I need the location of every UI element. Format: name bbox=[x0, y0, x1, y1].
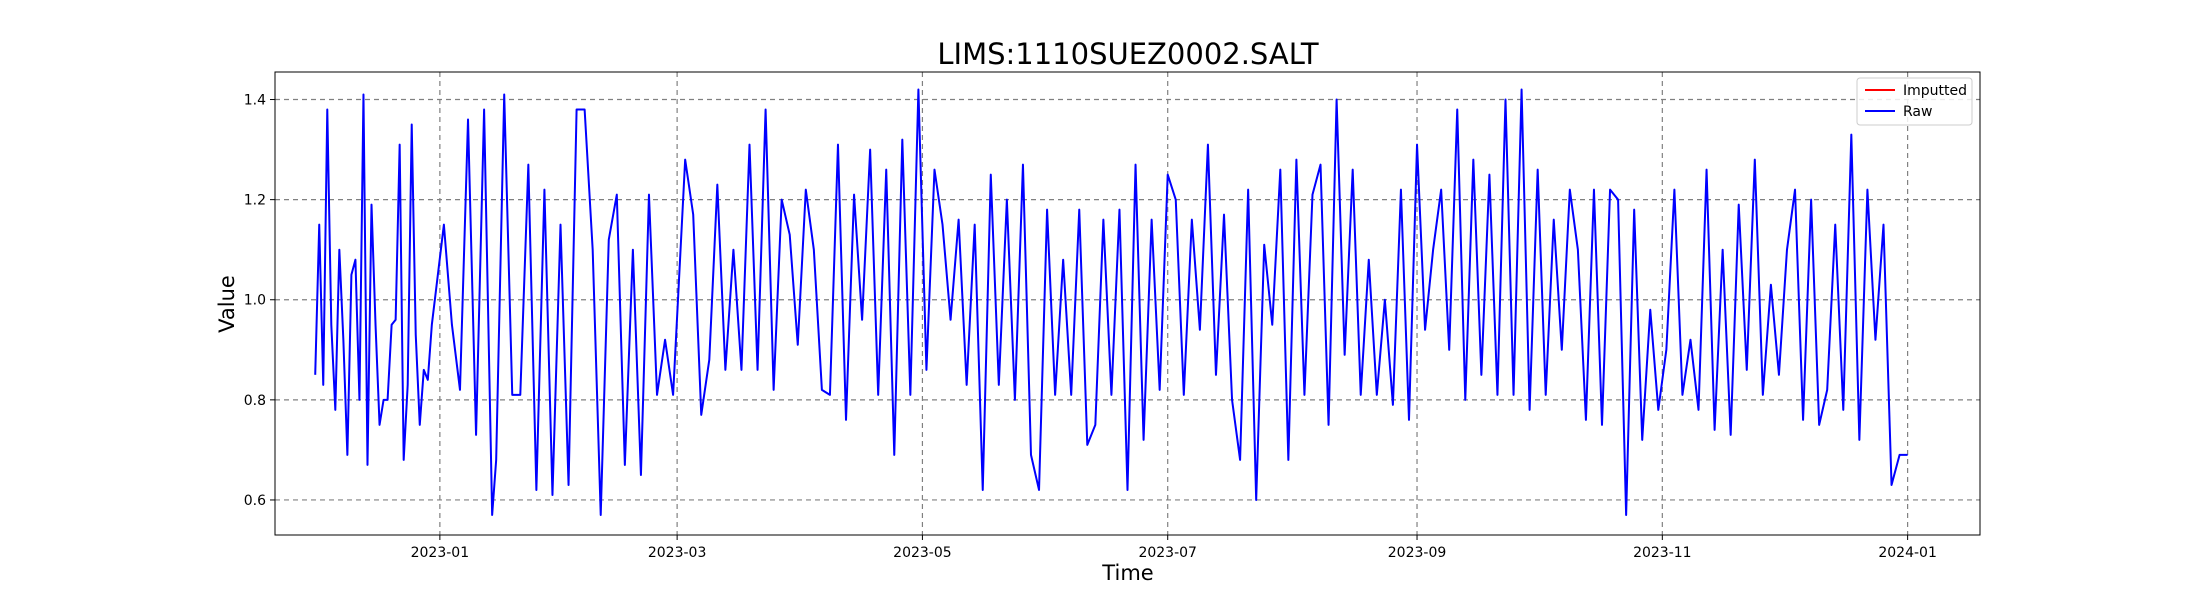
x-axis: 2023-01 2023-03 2023-05 2023-07 2023-09 2023-… bbox=[411, 535, 1937, 561]
x-tick-label: 2023-11 bbox=[1633, 545, 1692, 561]
x-tick-label: 2024-01 bbox=[1878, 545, 1937, 561]
x-axis-title: Time bbox=[1101, 561, 1153, 585]
x-tick-label: 2023-05 bbox=[893, 545, 952, 561]
y-tick-label: 1.0 bbox=[244, 293, 266, 309]
plot-frame bbox=[274, 71, 1981, 536]
x-tick-label: 2023-03 bbox=[648, 545, 707, 561]
y-tick-label: 1.4 bbox=[244, 93, 266, 109]
legend-raw-label: Raw bbox=[1903, 104, 1932, 120]
y-tick-label: 1.2 bbox=[244, 193, 266, 209]
x-tick-label: 2023-09 bbox=[1388, 545, 1447, 561]
legend: Imputted Raw bbox=[1856, 77, 1973, 126]
y-tick-label: 0.8 bbox=[244, 393, 266, 409]
y-tick-label: 0.6 bbox=[244, 493, 266, 509]
series-raw-line bbox=[314, 88, 1908, 516]
x-tick-label: 2023-07 bbox=[1138, 545, 1197, 561]
chart-title: LIMS:1110SUEZ0002.SALT bbox=[937, 37, 1319, 71]
x-tick-label: 2023-01 bbox=[411, 545, 470, 561]
series-layer bbox=[314, 88, 1908, 516]
y-axis: 0.6 0.8 1.0 1.2 1.4 bbox=[244, 93, 275, 509]
legend-imputted-label: Imputted bbox=[1903, 83, 1967, 99]
y-axis-title: Value bbox=[215, 275, 239, 333]
